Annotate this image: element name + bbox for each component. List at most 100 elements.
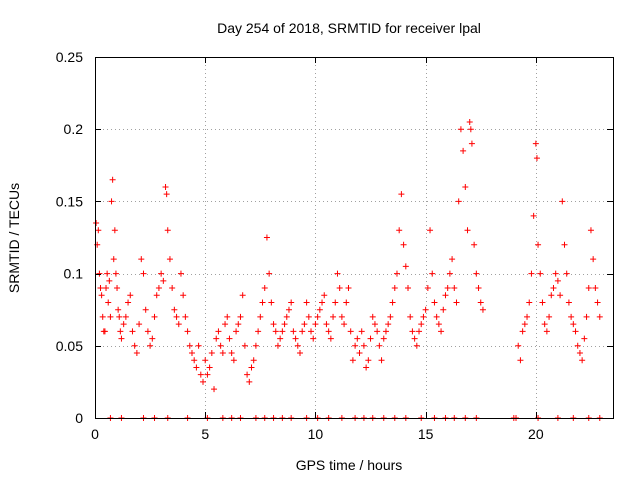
data-point	[222, 321, 229, 328]
data-point	[202, 357, 209, 364]
data-point	[116, 313, 123, 320]
data-point	[416, 328, 423, 335]
data-point	[554, 277, 561, 284]
data-point	[107, 313, 114, 320]
y-axis-label: SRMTID / TECUs	[6, 183, 22, 293]
data-point	[596, 313, 603, 320]
data-point	[524, 313, 531, 320]
data-point	[352, 342, 359, 349]
data-point	[576, 350, 583, 357]
data-point	[433, 313, 440, 320]
data-point	[579, 357, 586, 364]
data-point	[131, 342, 138, 349]
data-point	[263, 234, 270, 241]
data-point	[431, 299, 438, 306]
data-point	[455, 198, 462, 205]
data-point	[292, 335, 299, 342]
data-point	[204, 371, 211, 378]
data-point	[360, 342, 367, 349]
y-tick-label: 0	[75, 410, 83, 426]
y-tick-label: 0.25	[56, 49, 83, 65]
data-point	[396, 227, 403, 234]
data-point	[97, 285, 104, 292]
data-point	[129, 328, 136, 335]
data-point	[358, 328, 365, 335]
data-point	[422, 306, 429, 313]
data-point	[391, 285, 398, 292]
data-point	[385, 321, 392, 328]
data-point	[195, 342, 202, 349]
data-point	[468, 140, 475, 147]
data-point	[175, 321, 182, 328]
data-point	[186, 342, 193, 349]
data-point	[409, 328, 416, 335]
data-point	[327, 335, 334, 342]
data-point	[427, 227, 434, 234]
data-point	[449, 256, 456, 263]
data-point	[144, 328, 151, 335]
data-point	[400, 241, 407, 248]
data-point	[477, 299, 484, 306]
data-point	[257, 313, 264, 320]
data-point	[479, 306, 486, 313]
data-point	[109, 176, 116, 183]
data-point	[200, 378, 207, 385]
data-point	[255, 328, 262, 335]
data-point	[587, 227, 594, 234]
data-point	[519, 328, 526, 335]
data-point	[95, 227, 102, 234]
data-point	[334, 270, 341, 277]
data-point	[226, 335, 233, 342]
data-point	[163, 191, 170, 198]
data-point	[374, 328, 381, 335]
data-point	[371, 321, 378, 328]
data-point	[559, 198, 566, 205]
data-point	[259, 299, 266, 306]
data-point	[462, 183, 469, 190]
data-point	[114, 285, 121, 292]
data-point	[138, 256, 145, 263]
data-point	[583, 313, 590, 320]
data-point	[122, 313, 129, 320]
data-point	[164, 227, 171, 234]
data-point	[563, 270, 570, 277]
data-point	[290, 328, 297, 335]
data-point	[133, 350, 140, 357]
data-point	[369, 313, 376, 320]
data-point	[153, 292, 160, 299]
data-point	[537, 270, 544, 277]
data-point	[197, 371, 204, 378]
data-point	[104, 270, 111, 277]
data-point	[343, 299, 350, 306]
data-point	[244, 371, 251, 378]
data-point	[211, 386, 218, 393]
data-point	[310, 335, 317, 342]
data-point	[237, 313, 244, 320]
data-point	[279, 328, 286, 335]
data-point	[446, 270, 453, 277]
data-point	[248, 364, 255, 371]
data-point	[592, 285, 599, 292]
data-point	[473, 270, 480, 277]
data-point	[363, 364, 370, 371]
data-point	[570, 321, 577, 328]
data-point	[215, 328, 222, 335]
chart-title: Day 254 of 2018, SRMTID for receiver lpa…	[217, 20, 481, 36]
data-point	[206, 364, 213, 371]
data-point	[561, 241, 568, 248]
data-point	[557, 292, 564, 299]
data-point	[308, 328, 315, 335]
x-axis-label: GPS time / hours	[296, 457, 403, 473]
data-point	[585, 285, 592, 292]
data-point	[338, 313, 345, 320]
data-point	[411, 335, 418, 342]
data-point	[321, 292, 328, 299]
data-point	[277, 335, 284, 342]
x-tick-label: 5	[201, 426, 209, 442]
data-point	[219, 350, 226, 357]
data-point	[151, 313, 158, 320]
data-point	[387, 313, 394, 320]
data-point	[188, 350, 195, 357]
data-point	[466, 118, 473, 125]
